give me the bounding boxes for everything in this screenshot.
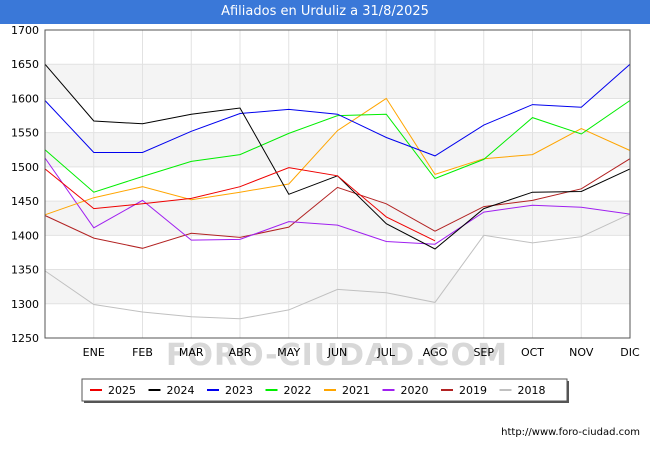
series-line-2019	[44, 158, 631, 249]
x-tick-label: DIC	[620, 346, 640, 359]
y-tick-label: 1700	[11, 24, 39, 37]
chart-title: Afiliados en Urduliz a 31/8/2025	[0, 0, 650, 24]
x-tick-label: FEB	[132, 346, 153, 359]
plot-frame	[44, 29, 631, 339]
x-tick-label: ABR	[229, 346, 252, 359]
y-tick-label: 1650	[11, 58, 39, 71]
legend: 2025 2024 2023 2022 2021 2020 2019 2018	[81, 378, 569, 403]
legend-label-2021: 2021	[342, 384, 370, 397]
x-tick-label: NOV	[569, 346, 594, 359]
legend-label-2025: 2025	[108, 384, 136, 397]
x-tick-label: MAY	[277, 346, 300, 359]
series-line-2021	[44, 97, 631, 216]
legend-label-2019: 2019	[459, 384, 487, 397]
source-url[interactable]: http://www.foro-ciudad.com	[501, 427, 640, 438]
x-tick-label: OCT	[521, 346, 544, 359]
data-series	[44, 63, 631, 320]
series-line-2025	[44, 167, 436, 242]
x-tick-label: AGO	[423, 346, 448, 359]
legend-label-2020: 2020	[401, 384, 429, 397]
legend-label-2024: 2024	[167, 384, 195, 397]
y-tick-label: 1350	[11, 264, 39, 277]
y-tick-label: 1400	[11, 229, 39, 242]
series-line-2018	[44, 213, 631, 320]
watermark: FORO-CIUDAD.COM	[166, 338, 508, 373]
x-tick-label: SEP	[473, 346, 494, 359]
y-tick-label: 1600	[11, 92, 39, 105]
series-line-2023	[44, 63, 631, 157]
x-tick-label: JUL	[377, 346, 396, 359]
x-axis-ticks: ENE FEB MAR ABR MAY JUN JUL AGO SEP OCT NOV DIC	[83, 346, 640, 359]
y-tick-label: 1450	[11, 195, 39, 208]
y-tick-label: 1300	[11, 298, 39, 311]
y-axis-ticks: 1250 1300 1350 1400 1450 1500 1550 1600 1650 1700	[11, 24, 39, 345]
y-tick-label: 1250	[11, 332, 39, 345]
series-line-2022	[44, 100, 631, 193]
x-tick-label: JUN	[327, 346, 348, 359]
legend-label-2023: 2023	[225, 384, 253, 397]
x-tick-label: ENE	[83, 346, 105, 359]
legend-label-2022: 2022	[284, 384, 312, 397]
y-tick-label: 1550	[11, 127, 39, 140]
x-tick-label: MAR	[179, 346, 204, 359]
y-tick-label: 1500	[11, 161, 39, 174]
legend-label-2018: 2018	[518, 384, 546, 397]
series-line-2020	[44, 157, 631, 245]
